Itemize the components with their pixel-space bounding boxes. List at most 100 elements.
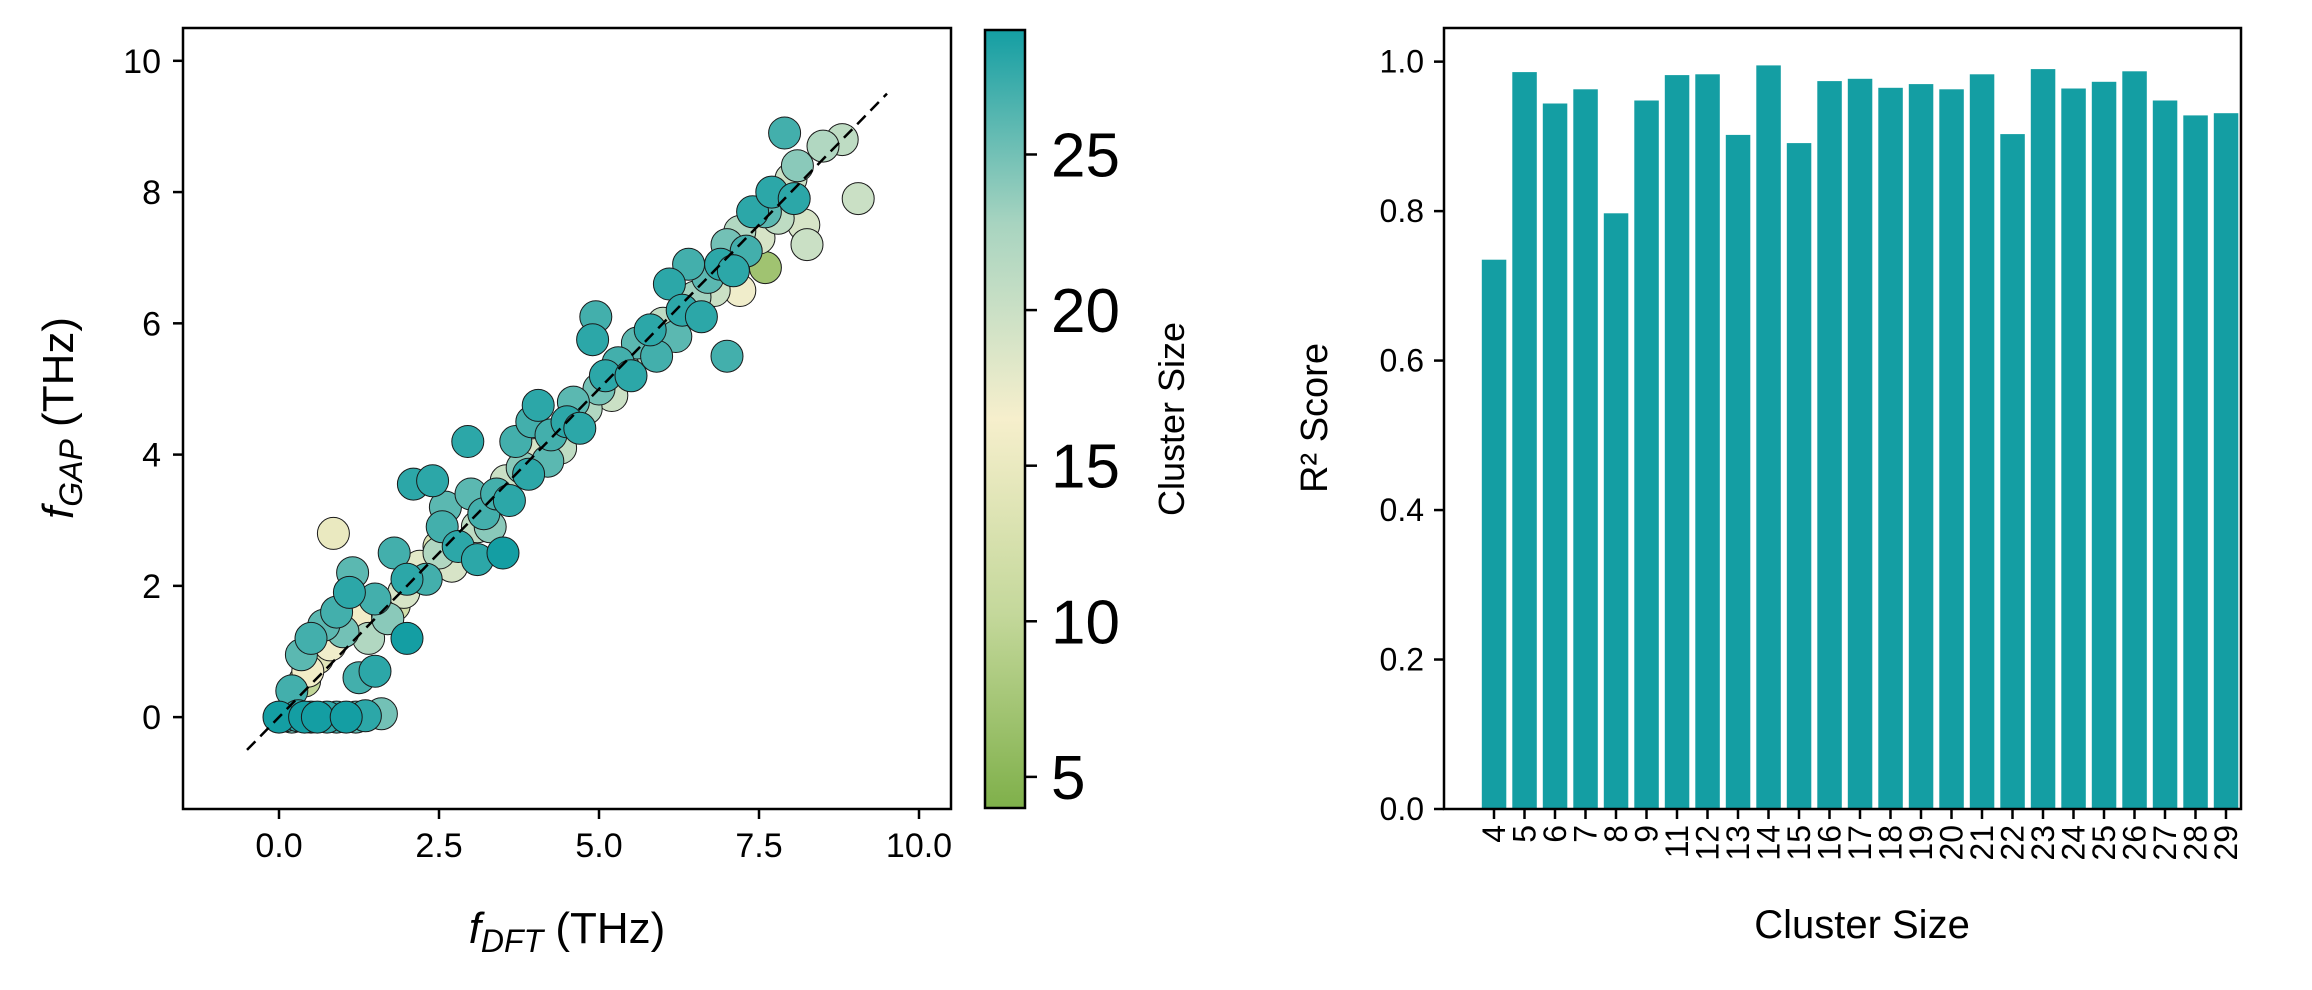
bar	[1603, 213, 1629, 810]
scatter-point	[451, 425, 485, 458]
scatter-point	[790, 228, 824, 262]
colorbar-tick-label: 20	[1051, 277, 1120, 346]
bar-y-tick-label: 0.6	[1380, 343, 1424, 379]
bar	[1481, 259, 1507, 809]
scatter-point	[633, 313, 667, 347]
bar-y-tick-label: 0.2	[1380, 642, 1424, 678]
bar-x-label: Cluster Size	[1754, 903, 1970, 947]
scatter-x-tick-label: 2.5	[415, 827, 462, 865]
bar-x-tick-label: 27	[2147, 825, 2183, 861]
bar	[1817, 81, 1842, 810]
scatter-point	[521, 388, 555, 422]
colorbar-gradient	[983, 28, 1027, 810]
scatter-point	[768, 116, 802, 150]
scatter-frame	[181, 26, 953, 811]
bar	[1512, 72, 1537, 810]
bar-x-tick-label: 8	[1598, 825, 1634, 843]
reference-line	[246, 92, 888, 751]
scatter-y-tick-label: 4	[142, 437, 161, 475]
scatter-point	[416, 464, 450, 498]
bar-x-tick-label: 15	[1781, 825, 1817, 861]
scatter-point	[684, 300, 718, 334]
bar-x-tick-label: 5	[1507, 825, 1543, 843]
scatter-point	[576, 323, 610, 357]
scatter-point	[329, 700, 363, 734]
bar	[1786, 143, 1812, 810]
scatter-point	[358, 654, 392, 688]
bar-x-tick-label: 18	[1873, 825, 1909, 861]
bar-y-tick-label: 0.8	[1380, 193, 1424, 229]
colorbar-tick-label: 10	[1051, 588, 1120, 657]
scatter-point	[777, 182, 811, 216]
bar	[1542, 103, 1568, 809]
colorbar-label: Cluster Size	[1151, 322, 1192, 516]
colorbar-tick-label: 25	[1051, 121, 1120, 190]
scatter-point	[716, 254, 750, 288]
bar	[2091, 81, 2117, 810]
bar	[2213, 113, 2239, 809]
bar	[1969, 74, 1995, 810]
scatter-y-tick-label: 10	[123, 43, 161, 81]
bar-x-tick-label: 4	[1476, 825, 1512, 843]
bar	[1908, 84, 1934, 810]
scatter-x-label: fDFT (THz)	[469, 904, 666, 959]
scatter-point	[563, 411, 597, 445]
bar-x-tick-label: 23	[2025, 825, 2061, 861]
scatter-point	[486, 536, 520, 570]
bar-x-tick-label: 20	[1934, 825, 1970, 861]
scatter-panel: 0.0 2.5 5.0 7.5 10.0 0 2 4 6 8 10 fDFT (THz) fGAP…	[34, 26, 953, 959]
scatter-x-tick-label: 5.0	[575, 827, 622, 865]
bar	[2183, 115, 2208, 809]
bar	[1878, 87, 1903, 810]
scatter-point	[332, 575, 366, 609]
bar-y-axis: 0.0 0.2 0.4 0.6 0.8 1.0	[1380, 44, 1444, 827]
colorbar-tick-label: 5	[1051, 744, 1085, 813]
scatter-point	[710, 339, 744, 373]
scatter-point	[614, 359, 648, 393]
bar-x-tick-label: 17	[1842, 825, 1878, 861]
scatter-x-tick-label: 7.5	[735, 827, 782, 865]
bar-x-tick-label: 12	[1690, 825, 1726, 861]
bar-x-tick-label: 25	[2086, 825, 2122, 861]
bar-panel: 4567891112131415161718192021222324252627…	[1294, 26, 2244, 947]
bar	[2061, 88, 2086, 809]
scatter-x-axis: 0.0 2.5 5.0 7.5 10.0	[255, 809, 952, 865]
bar-x-tick-label: 6	[1537, 825, 1573, 843]
scatter-point	[492, 484, 526, 517]
bar	[1634, 100, 1659, 809]
scatter-x-tick-label: 10.0	[886, 827, 952, 865]
bar-x-tick-label: 22	[1995, 825, 2031, 861]
scatter-point	[512, 457, 546, 491]
bar	[1664, 75, 1690, 810]
bar	[1573, 89, 1598, 810]
scatter-x-tick-label: 0.0	[255, 827, 302, 865]
scatter-point	[294, 621, 328, 655]
bar-x-tick-label: 21	[1964, 825, 2000, 861]
bar-x-tick-label: 7	[1568, 825, 1604, 843]
scatter-point	[780, 149, 814, 183]
bar	[2152, 100, 2178, 809]
bar-x-tick-label: 19	[1903, 825, 1939, 861]
scatter-point	[806, 129, 840, 163]
bar-x-tick-label: 16	[1812, 825, 1848, 861]
bar-x-axis: 4567891112131415161718192021222324252627…	[1476, 809, 2244, 861]
scatter-point	[300, 700, 334, 734]
scatter-y-tick-label: 6	[142, 305, 161, 343]
bar	[1695, 74, 1720, 810]
bar	[2000, 134, 2025, 810]
scatter-y-tick-label: 2	[142, 568, 161, 606]
bar-x-tick-label: 9	[1629, 825, 1665, 843]
scatter-point	[841, 182, 875, 216]
bar	[2122, 71, 2147, 810]
bar-x-tick-label: 14	[1751, 825, 1787, 861]
bar	[2030, 69, 2056, 810]
bar	[1939, 89, 1964, 810]
scatter-y-tick-label: 0	[142, 699, 161, 737]
colorbar-ticks: 5 10 15 20 25	[1025, 121, 1120, 813]
bar-frame	[1442, 26, 2243, 811]
scatter-y-tick-label: 8	[142, 174, 161, 212]
colorbar-tick-label: 15	[1051, 433, 1120, 502]
bar-y-tick-label: 0.4	[1380, 492, 1424, 528]
bar-x-tick-label: 13	[1720, 825, 1756, 861]
